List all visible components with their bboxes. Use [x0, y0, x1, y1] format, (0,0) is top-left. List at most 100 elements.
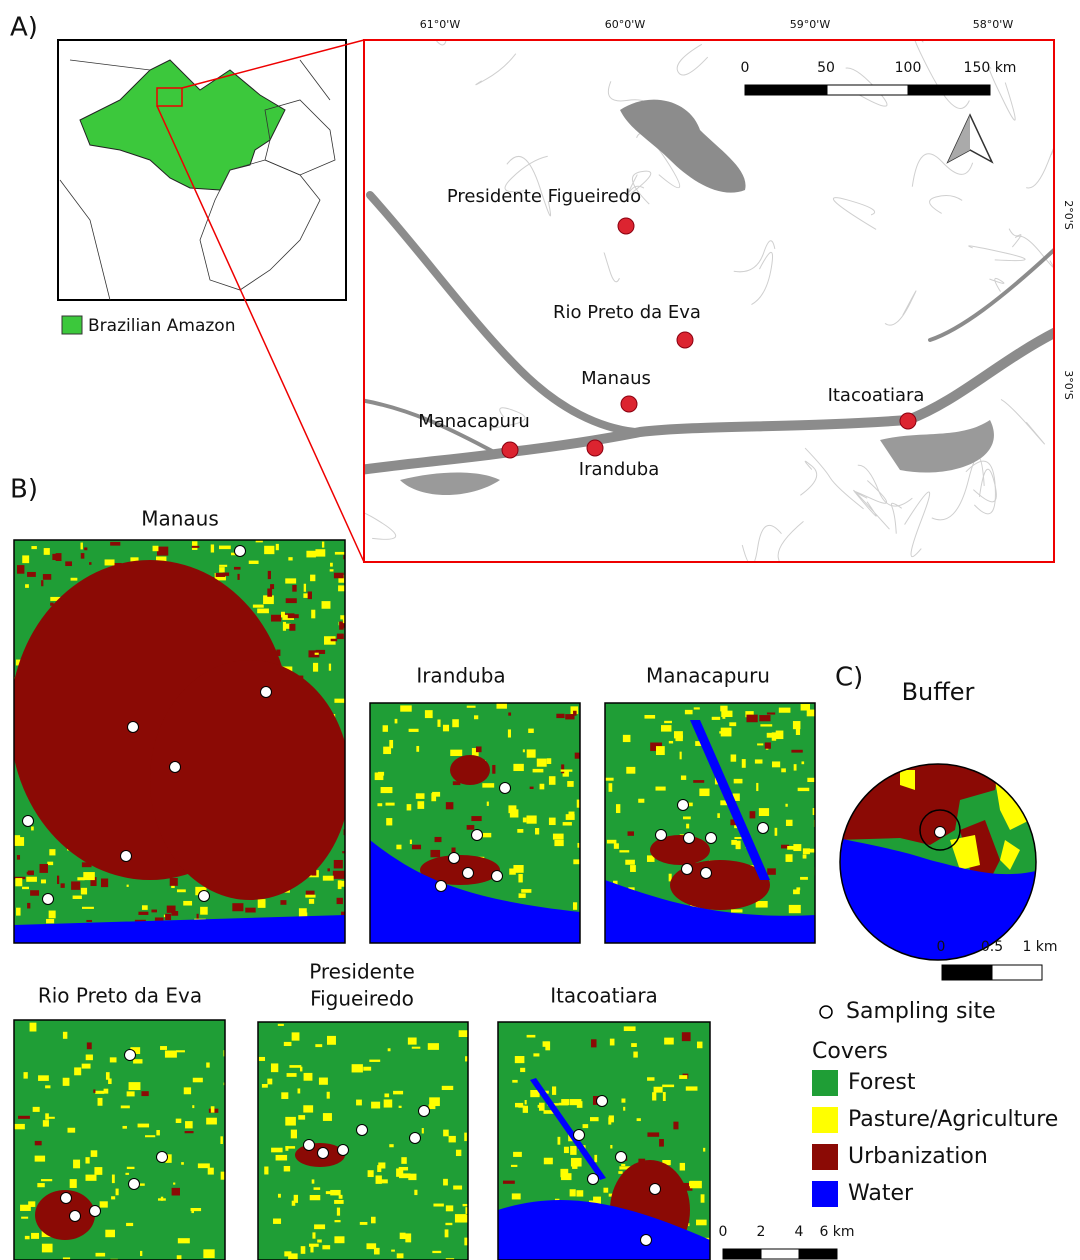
pasture-patch [156, 1130, 160, 1135]
pasture-patch [185, 1121, 193, 1128]
sampling-site [261, 687, 272, 698]
pasture-patch [520, 1068, 525, 1072]
pasture-patch [322, 1245, 330, 1249]
sampling-site [500, 783, 511, 794]
pasture-patch [95, 1091, 104, 1094]
pasture-patch [560, 1169, 568, 1177]
pasture-patch [561, 769, 573, 771]
pasture-patch [278, 1194, 281, 1198]
urban-patch [471, 816, 481, 821]
pasture-patch [813, 808, 821, 815]
legend-swatch [812, 1070, 838, 1096]
pasture-patch [535, 828, 539, 834]
urban-patch [27, 872, 31, 875]
pasture-patch [410, 840, 412, 844]
pasture-patch [258, 899, 266, 908]
sampling-site [706, 833, 717, 844]
pasture-patch [431, 793, 436, 801]
label: 60°0'W [605, 18, 646, 31]
pasture-patch [474, 715, 478, 719]
sampling-site [419, 1106, 430, 1117]
pasture-patch [552, 1086, 556, 1094]
urban-patch [791, 750, 802, 753]
scale-bar [908, 85, 990, 95]
pasture-patch [35, 1156, 45, 1162]
sampling-site [678, 800, 689, 811]
pasture-patch [41, 1179, 52, 1181]
pasture-patch [178, 1238, 190, 1243]
pasture-patch [81, 888, 87, 895]
urban-patch [337, 634, 344, 639]
pasture-patch [399, 1106, 402, 1108]
land-cover-map [14, 1020, 232, 1260]
sampling-site [449, 853, 460, 864]
pasture-patch [334, 1236, 344, 1243]
urban-patch [84, 547, 87, 550]
pasture-patch [73, 1160, 80, 1169]
pasture-patch [523, 749, 525, 752]
pasture-patch [685, 710, 693, 714]
pasture-patch [273, 1219, 281, 1224]
label: 0 [719, 1224, 728, 1240]
pasture-patch [91, 1150, 98, 1157]
pasture-patch [654, 1087, 663, 1093]
urban-patch [556, 714, 564, 718]
label: 59°0'W [790, 18, 831, 31]
city-marker [618, 218, 634, 234]
urban-patch [237, 574, 239, 580]
pasture-patch [314, 1187, 321, 1190]
pasture-patch [253, 605, 264, 608]
pasture-patch [576, 1190, 583, 1196]
pasture-patch [528, 729, 534, 733]
label: Itacoatiara [828, 385, 925, 406]
pasture-patch [281, 1092, 288, 1099]
pasture-patch [400, 1233, 406, 1239]
pasture-patch [46, 1117, 55, 1119]
pasture-patch [786, 820, 793, 826]
label: C) [835, 663, 863, 693]
pasture-patch [206, 1118, 217, 1125]
urban-patch [61, 883, 65, 888]
pasture-patch [82, 1064, 91, 1069]
urban-patch [446, 802, 454, 809]
pasture-patch [397, 1253, 404, 1258]
pasture-patch [626, 767, 635, 774]
pasture-patch [549, 776, 556, 785]
pasture-patch [681, 775, 686, 779]
label: Brazilian Amazon [88, 316, 235, 336]
urban-patch [430, 850, 440, 857]
pasture-patch [675, 735, 682, 741]
pasture-patch [496, 703, 506, 709]
pasture-patch [638, 799, 644, 803]
pasture-patch [518, 1106, 524, 1108]
urban-patch [271, 615, 281, 622]
pasture-patch [264, 1167, 268, 1175]
pasture-patch [446, 1205, 453, 1211]
scale-bar [942, 965, 992, 980]
pasture-patch [775, 828, 778, 836]
pasture-patch [679, 1075, 687, 1079]
pasture-patch [257, 609, 269, 614]
pasture-patch [145, 1135, 155, 1137]
pasture-patch [356, 1100, 362, 1106]
pasture-patch [729, 722, 736, 726]
pasture-patch [299, 908, 307, 916]
pasture-patch [264, 546, 274, 554]
pasture-patch [319, 1078, 328, 1085]
urban-patch [412, 845, 421, 850]
pasture-patch [22, 887, 29, 889]
pasture-patch [590, 1117, 599, 1121]
pasture-patch [44, 548, 50, 555]
pasture-patch [721, 728, 732, 737]
sampling-site [129, 1179, 140, 1190]
sampling-site [684, 833, 695, 844]
pasture-patch [98, 1098, 103, 1106]
pasture-patch [375, 772, 384, 780]
pasture-patch [443, 1179, 448, 1186]
pasture-patch [312, 1179, 315, 1183]
pasture-patch [63, 1032, 67, 1039]
pasture-patch [755, 759, 763, 763]
sampling-site [492, 871, 503, 882]
pasture-patch [512, 1080, 517, 1083]
urban-patch [334, 860, 343, 868]
